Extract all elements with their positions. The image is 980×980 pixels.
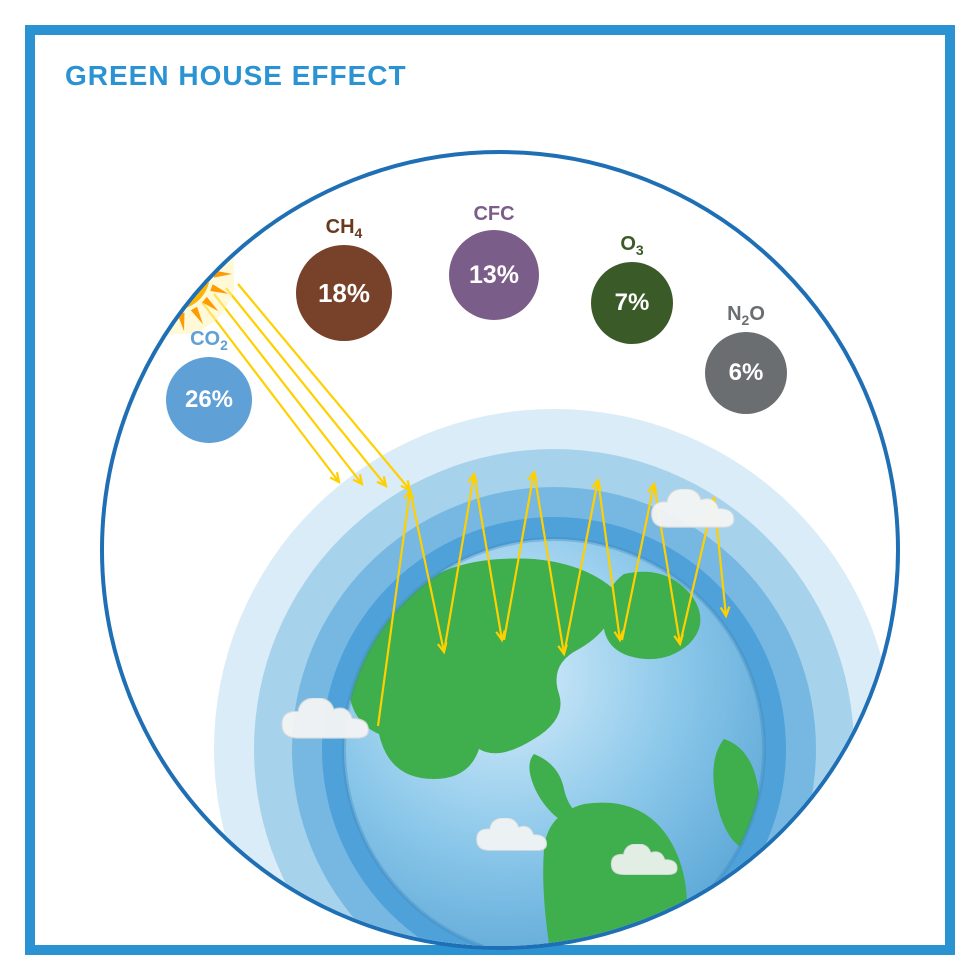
atmosphere-boundary-circle: CO2 26% CH4 18% CFC 13% O3 7% N2O 6%	[100, 150, 900, 950]
gas-label: O3	[591, 233, 673, 258]
gas-percent-circle: 26%	[166, 357, 252, 443]
gas-label: CFC	[449, 203, 539, 226]
page-title: GREEN HOUSE EFFECT	[65, 60, 407, 92]
gas-percent-circle: 18%	[296, 245, 392, 341]
gas-label: N2O	[705, 303, 787, 328]
gas-n2o: N2O 6%	[705, 303, 787, 414]
gas-ch4: CH4 18%	[296, 216, 392, 341]
gas-percent-circle: 6%	[705, 332, 787, 414]
gas-cfc: CFC 13%	[449, 203, 539, 320]
gas-o3: O3 7%	[591, 233, 673, 344]
cloud-icon	[471, 818, 548, 861]
gas-label: CO2	[166, 328, 252, 353]
sun-icon	[114, 214, 234, 334]
cloud-icon	[275, 698, 370, 751]
cloud-icon	[645, 489, 735, 539]
gas-percent-circle: 7%	[591, 262, 673, 344]
gas-label: CH4	[296, 216, 392, 241]
gas-percent-circle: 13%	[449, 230, 539, 320]
outer-frame: GREEN HOUSE EFFECT CO2	[25, 25, 955, 955]
gas-co2: CO2 26%	[166, 328, 252, 443]
cloud-icon	[606, 844, 678, 884]
